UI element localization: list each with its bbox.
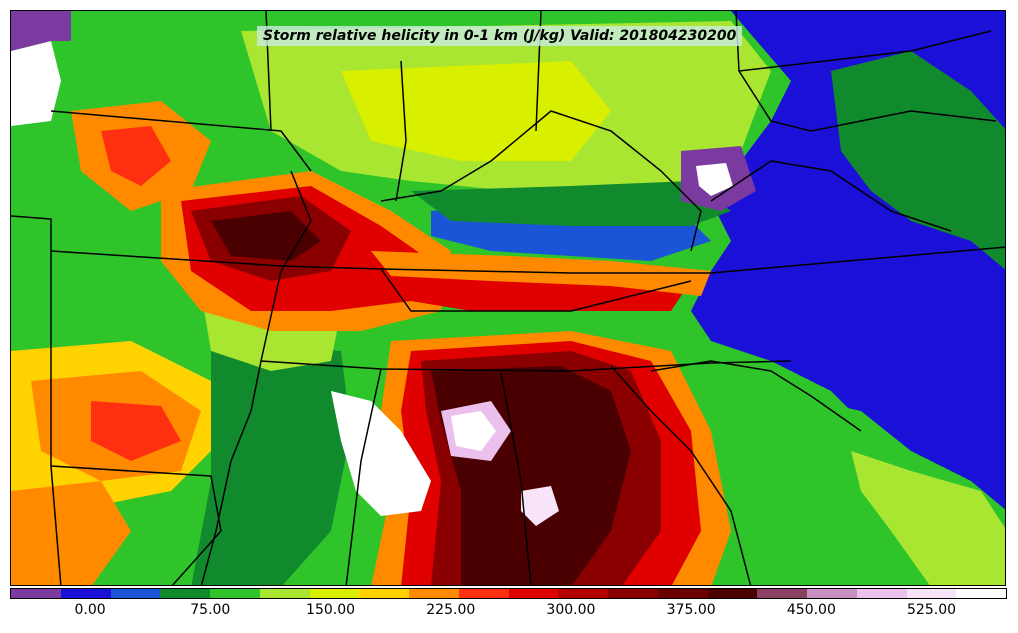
colorbar-segment [757, 589, 807, 598]
east-green-band [831, 51, 1005, 270]
colorbar-tick-label: 225.00 [426, 602, 476, 618]
boundary-pa-md [738, 70, 997, 132]
colorbar-tick-label: 0.00 [74, 602, 106, 618]
missing-data-wv-2 [696, 163, 733, 196]
southeast-pink-2 [521, 486, 559, 526]
southeast-white [451, 411, 496, 451]
helicity-map: Storm relative helicity in 0-1 km (J/kg)… [10, 10, 1006, 586]
boundary-virginia [710, 160, 952, 232]
colorbar-segment [259, 589, 310, 598]
colorbar [10, 588, 1007, 599]
midband-orange [371, 251, 711, 296]
boundary-al-ga [500, 372, 532, 585]
colorbar-segment [558, 589, 608, 598]
map-graphic [11, 11, 1005, 585]
colorbar-segment [110, 589, 161, 598]
west-red-patch [101, 126, 171, 186]
colorbar-tick-label: 450.00 [786, 602, 836, 618]
yellow-green-coast [851, 451, 1005, 585]
boundary-ms-al [345, 368, 382, 585]
boundary-ne-ks [11, 215, 62, 585]
colorbar-segment [309, 589, 360, 598]
north-yellow-core [341, 61, 611, 161]
colorbar-tick-labels: 0.00 75.00 150.00 225.00 300.00 375.00 450.00 5… [0, 602, 1018, 624]
colorbar-segment [409, 589, 459, 598]
colorbar-segment [160, 589, 210, 598]
colorbar-tick-label: 75.00 [190, 602, 231, 618]
map-title: Storm relative helicity in 0-1 km (J/kg)… [257, 26, 743, 46]
colorbar-segment [508, 589, 559, 598]
boundary-ky-tn [380, 268, 692, 312]
colorbar-segment [210, 589, 260, 598]
colorbar-tick-label: 300.00 [546, 602, 596, 618]
colorbar-segment [707, 589, 758, 598]
colorbar-tick-label: 150.00 [306, 602, 356, 618]
boundary-ks-ok [50, 246, 1005, 274]
texas-south-orange [11, 481, 131, 585]
boundary-sc-nc [650, 360, 862, 432]
colorbar-tick-label: 525.00 [907, 602, 957, 618]
boundary-mississippi-river [200, 170, 312, 585]
colorbar-tick-label: 375.00 [666, 602, 716, 618]
missing-data-mississippi [331, 391, 431, 516]
colorbar-segment [11, 589, 61, 598]
boundary-ohio-river [380, 110, 702, 252]
colorbar-segment [856, 589, 907, 598]
ohio-valley-green [411, 181, 731, 226]
central-green-west [191, 341, 351, 585]
colorbar-segment [458, 589, 509, 598]
southwest-red [91, 401, 181, 461]
boundary-ia-mo [50, 110, 312, 172]
colorbar-segment [657, 589, 708, 598]
colorbar-segment [956, 589, 1006, 598]
missing-data-west [11, 41, 61, 126]
colorbar-segment [906, 589, 957, 598]
kansas-maroon [211, 211, 321, 261]
purple-west-edge [11, 11, 71, 51]
colorbar-segment [60, 589, 111, 598]
boundary-ok-tx [50, 465, 222, 585]
colorbar-segment [807, 589, 857, 598]
boundary-ar-la [260, 360, 792, 372]
boundary-il-in [395, 60, 407, 202]
colorbar-segment [359, 589, 409, 598]
boundary-ga-sc [610, 365, 752, 585]
colorbar-segment [608, 589, 658, 598]
